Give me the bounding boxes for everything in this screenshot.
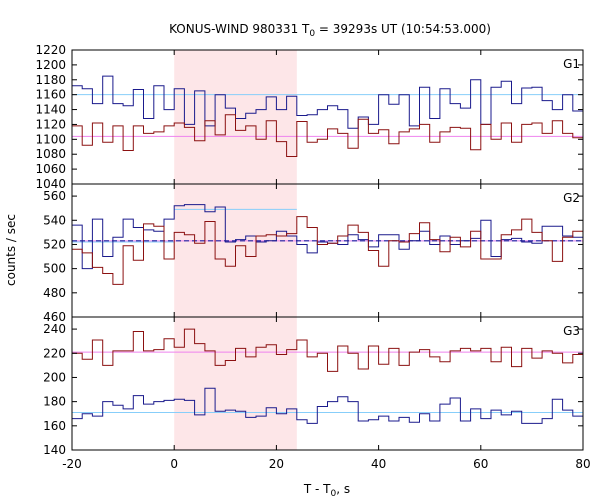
tick-layer <box>71 49 584 451</box>
y-tick-label: 1120 <box>35 117 66 131</box>
series-g3-1 <box>72 387 583 424</box>
y-tick-label: 500 <box>43 262 66 276</box>
y-tick-label: 1200 <box>35 58 66 72</box>
y-tick-label: 1160 <box>35 88 66 102</box>
panel-label-g2: G2 <box>563 191 580 205</box>
y-tick-label: 540 <box>43 213 66 227</box>
panel-frame-g1 <box>71 49 584 185</box>
panel-label-g1: G1 <box>563 57 580 71</box>
series-g1-0 <box>72 75 583 129</box>
y-tick-label: 200 <box>43 370 66 384</box>
x-tick-label: 60 <box>473 457 488 471</box>
y-tick-label: 460 <box>43 310 66 324</box>
series-g1-1 <box>72 114 583 157</box>
y-tick-label: 1180 <box>35 73 66 87</box>
x-tick-label: 0 <box>170 457 178 471</box>
frame-layer <box>71 49 584 451</box>
y-tick-label: 520 <box>43 237 66 251</box>
series-g3-0 <box>72 328 583 372</box>
series-layer <box>72 75 583 424</box>
label-layer: 1040106010801100112011401160118012001220… <box>35 43 590 471</box>
y-axis-label: counts / sec <box>4 214 18 286</box>
y-tick-label: 1100 <box>35 132 66 146</box>
panel-frame-g2 <box>71 183 584 318</box>
x-tick-label: 80 <box>575 457 590 471</box>
x-tick-label: 40 <box>371 457 386 471</box>
y-tick-label: 1080 <box>35 147 66 161</box>
y-tick-label: 1060 <box>35 162 66 176</box>
y-tick-label: 1140 <box>35 103 66 117</box>
y-tick-label: 160 <box>43 419 66 433</box>
series-g2-0 <box>72 204 583 270</box>
panel-frame-g3 <box>71 316 584 451</box>
y-tick-label: 180 <box>43 395 66 409</box>
y-tick-label: 220 <box>43 346 66 360</box>
x-tick-label: -20 <box>62 457 82 471</box>
panel-label-g3: G3 <box>563 324 580 338</box>
y-tick-label: 560 <box>43 189 66 203</box>
y-tick-label: 1040 <box>35 177 66 191</box>
x-axis-label: T - T0, s <box>303 482 350 499</box>
y-tick-label: 240 <box>43 322 66 336</box>
chart-title: KONUS-WIND 980331 T0 = 39293s UT (10:54:… <box>169 22 491 39</box>
y-tick-label: 140 <box>43 443 66 457</box>
y-tick-label: 480 <box>43 286 66 300</box>
x-tick-label: 20 <box>269 457 284 471</box>
y-tick-label: 1220 <box>35 43 66 57</box>
series-g2-1 <box>72 216 583 285</box>
